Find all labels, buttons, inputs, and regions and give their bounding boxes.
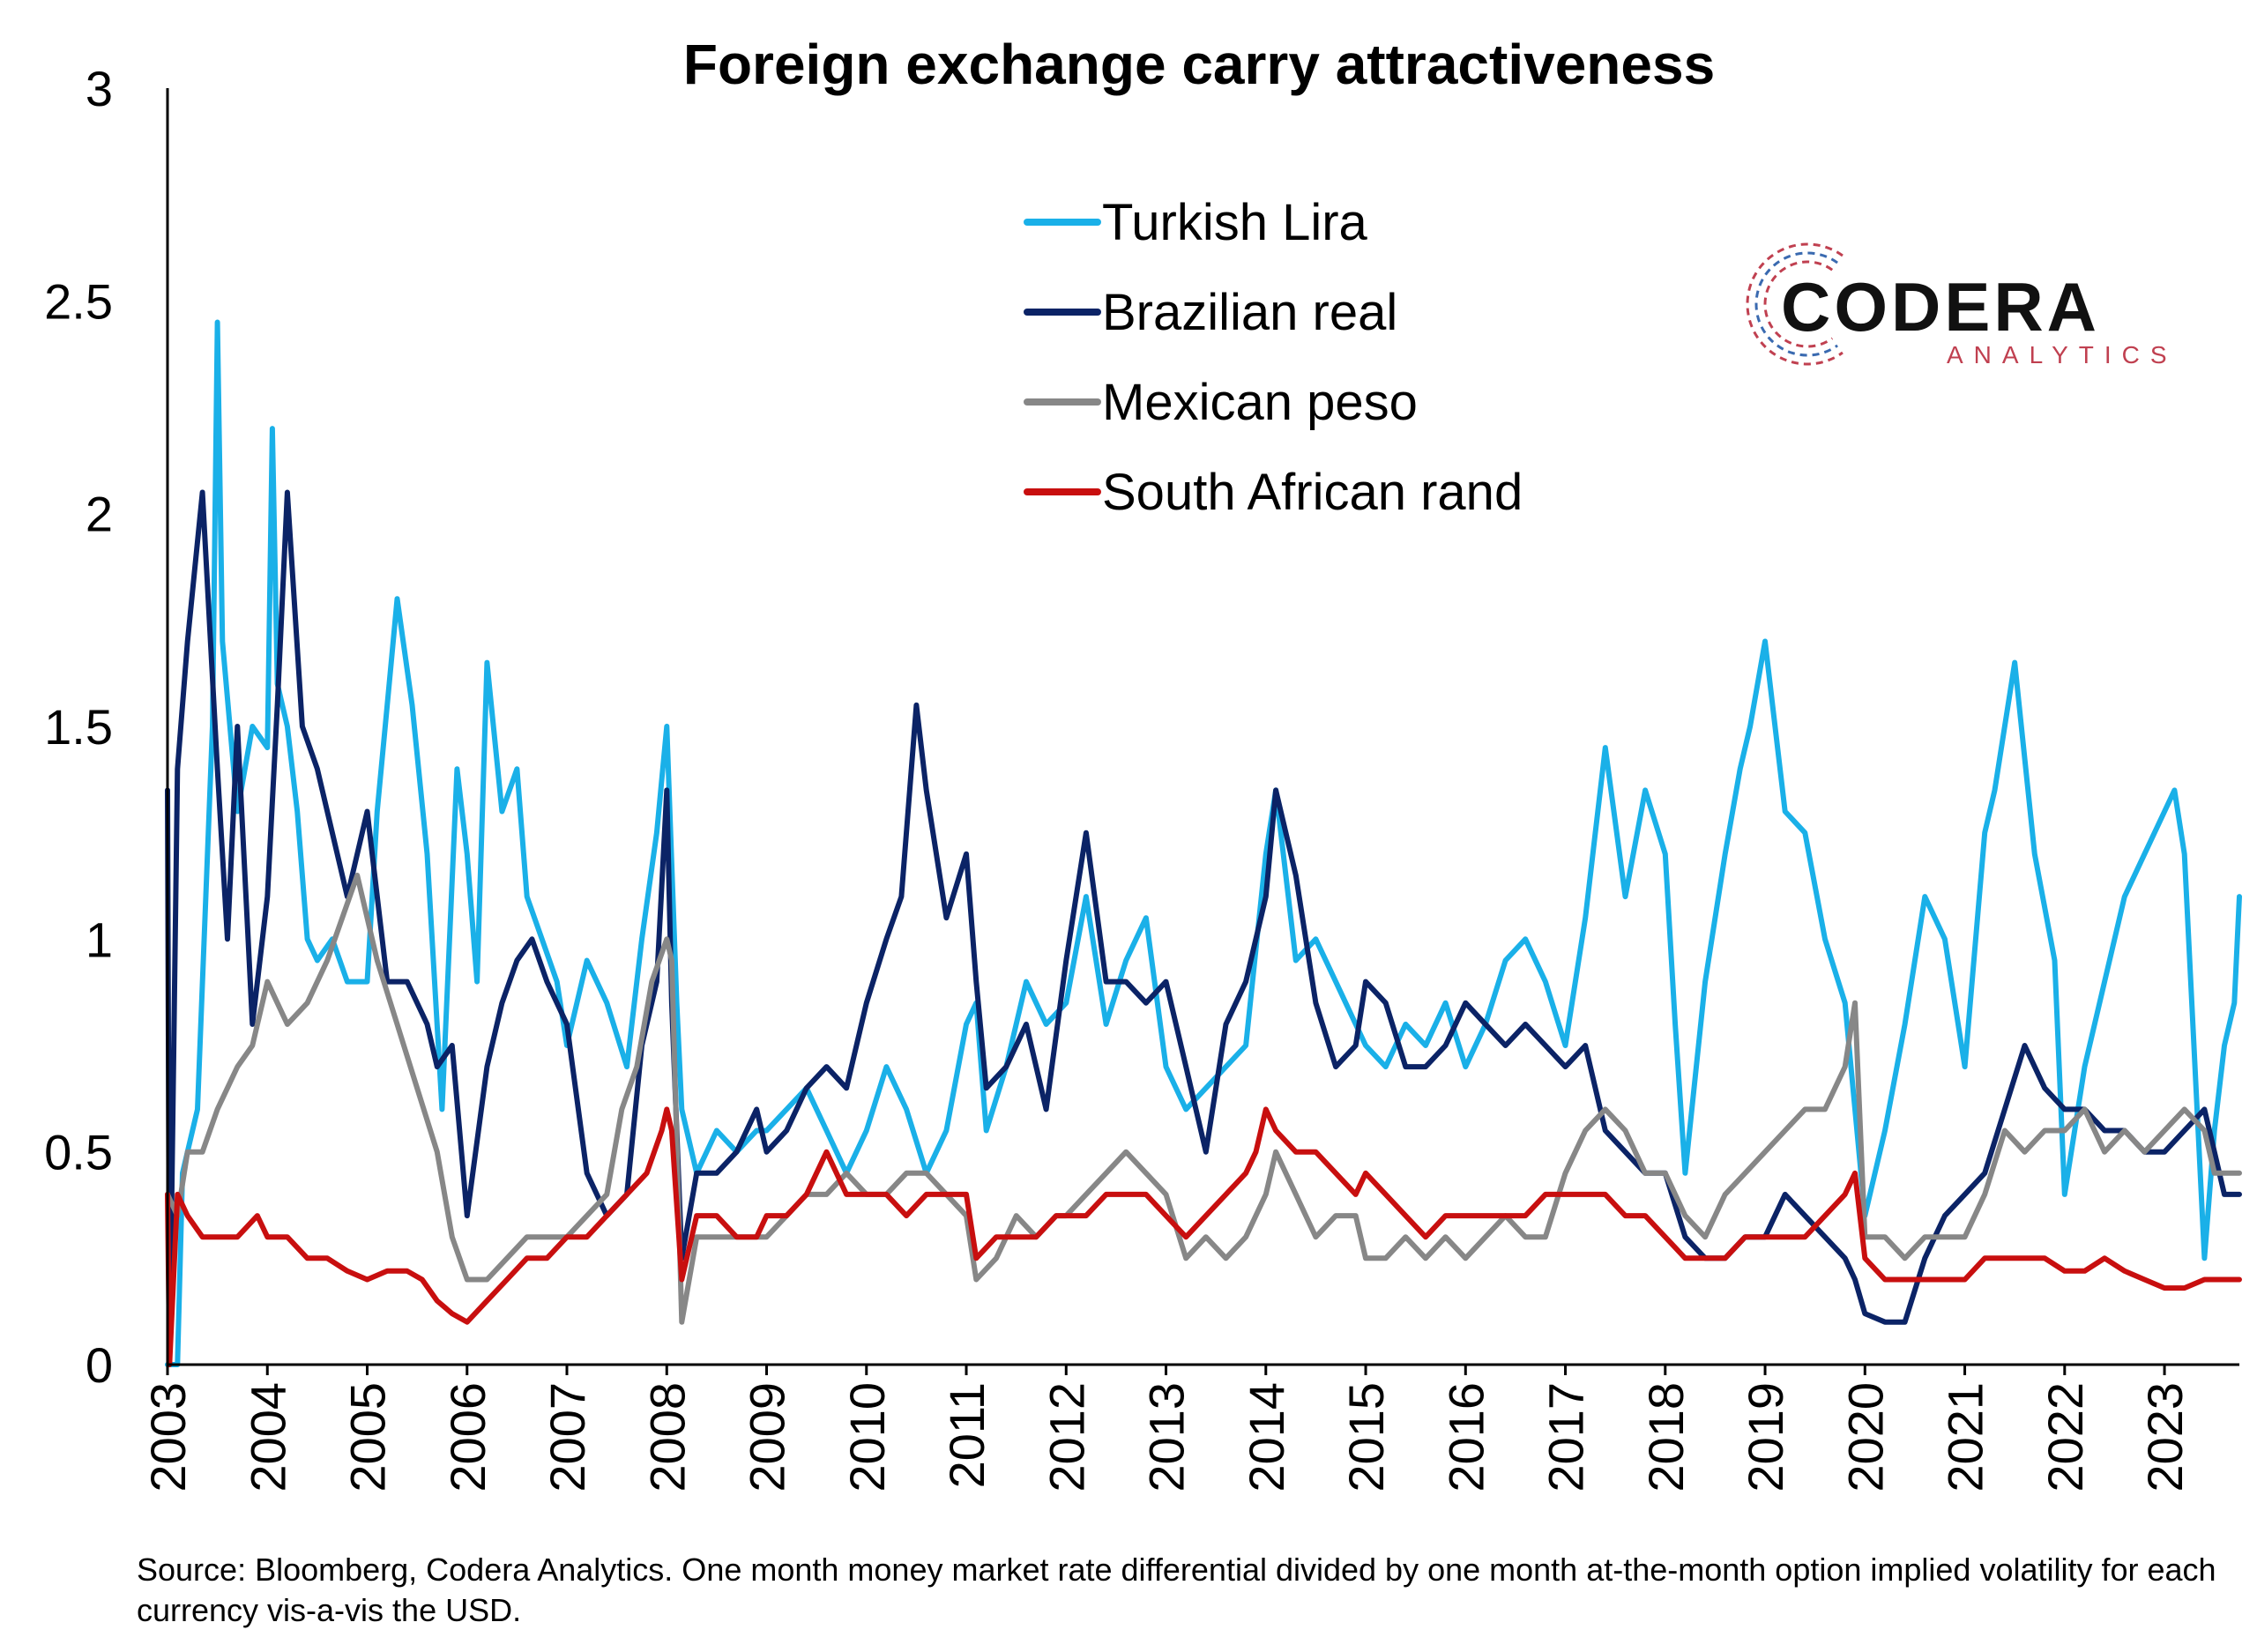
logo-name: CODERA: [1781, 268, 2100, 346]
x-tick-label: 2022: [2037, 1382, 2093, 1492]
logo-ring-icon: [1754, 251, 1838, 357]
x-tick-label: 2016: [1438, 1382, 1493, 1492]
x-tick-label: 2018: [1638, 1382, 1694, 1492]
x-tick-label: 2019: [1738, 1382, 1793, 1492]
x-tick-label: 2017: [1538, 1382, 1594, 1492]
logo-subtitle: ANALYTICS: [1947, 341, 2178, 368]
legend-label-1: Brazilian real: [1102, 284, 1397, 341]
axes-layer: 0 0.5 1 1.5 2 2.5 3 2003 2004 2005 2006 2007 2008 200…: [44, 61, 2239, 1492]
legend-label-3: South African rand: [1102, 464, 1523, 521]
source-note: Source: Bloomberg, Codera Analytics. One…: [137, 1552, 2216, 1628]
legend: Turkish Lira Brazilian real Mexican peso So…: [1024, 194, 1523, 521]
logo-ring-icon: [1746, 242, 1844, 366]
y-tick-label: 1: [86, 912, 113, 967]
legend-label-0: Turkish Lira: [1102, 194, 1368, 251]
x-tick-label: 2008: [639, 1382, 695, 1492]
x-tick-label: 2012: [1039, 1382, 1094, 1492]
x-tick-label: 2014: [1239, 1382, 1294, 1492]
x-tick-label: 2011: [939, 1382, 994, 1488]
x-tick-label: 2013: [1139, 1382, 1195, 1492]
series-line-1: [165, 489, 2242, 1367]
x-tick-label: 2007: [540, 1382, 595, 1492]
x-tick-label: 2004: [240, 1382, 295, 1492]
series-line-0: [165, 319, 2242, 1367]
legend-label-2: Mexican peso: [1102, 374, 1418, 431]
x-tick-label: 2015: [1338, 1382, 1394, 1492]
x-tick-label: 2021: [1938, 1382, 1993, 1492]
y-tick-label: 2: [86, 487, 113, 542]
series-line-3: [165, 1106, 2242, 1367]
x-tick-label: 2009: [740, 1382, 795, 1492]
x-tick-label: 2003: [140, 1382, 196, 1492]
chart-title: Foreign exchange carry attractiveness: [683, 33, 1715, 96]
x-tick-label: 2005: [340, 1382, 396, 1492]
y-tick-label: 0: [86, 1337, 113, 1393]
x-tick-label: 2006: [440, 1382, 495, 1492]
y-tick-label: 1.5: [44, 699, 113, 755]
logo-ring-icon: [1763, 260, 1834, 348]
y-tick-label: 2.5: [44, 273, 113, 329]
y-tick-label: 0.5: [44, 1125, 113, 1180]
series-layer: [165, 319, 2242, 1367]
y-tick-label: 3: [86, 61, 113, 116]
series-line-2: [165, 872, 2242, 1325]
x-tick-label: 2010: [839, 1382, 895, 1492]
x-tick-label: 2023: [2137, 1382, 2193, 1492]
x-tick-label: 2020: [1837, 1382, 1893, 1492]
